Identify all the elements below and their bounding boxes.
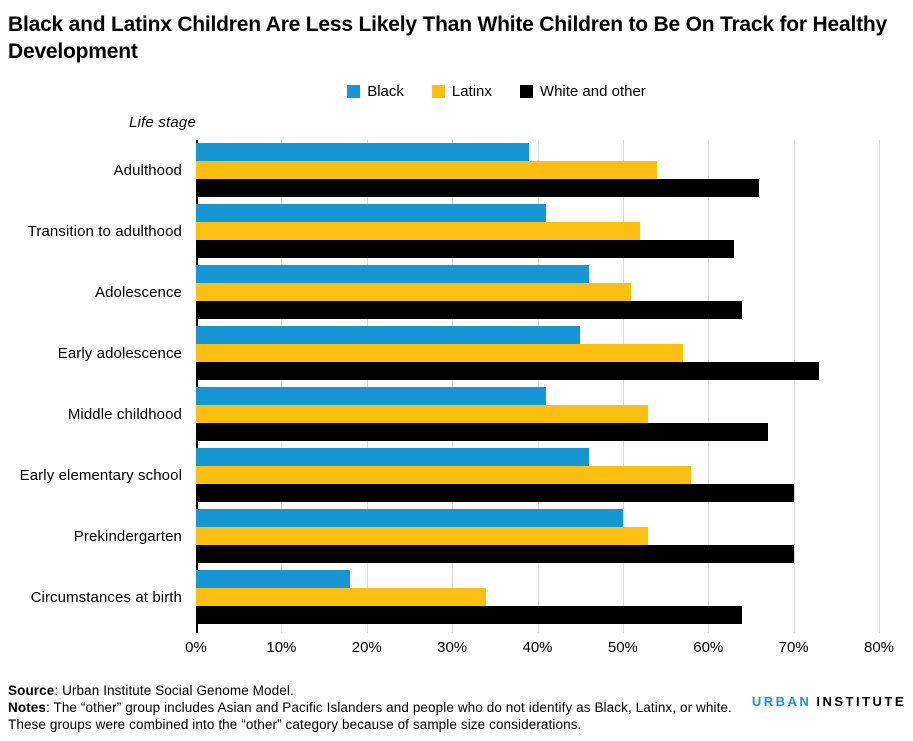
bar-white-and-other	[196, 423, 768, 442]
logo-urban-text: URBAN	[751, 694, 812, 709]
bar-stack	[196, 143, 879, 198]
y-axis-title: Life stage	[128, 113, 196, 131]
bar-group-adolescence: Adolescence	[8, 262, 879, 323]
legend: Black Latinx White and other	[8, 83, 905, 101]
notes-line: Notes: The “other” group includes Asian …	[8, 699, 778, 716]
bar-stack	[196, 509, 879, 564]
footer-notes: Source: Urban Institute Social Genome Mo…	[8, 682, 778, 733]
tick-label-80: 80%	[863, 638, 895, 656]
category-label: Circumstances at birth	[30, 588, 182, 606]
tick-label-40: 40%	[522, 638, 553, 656]
bar-stack	[196, 570, 879, 625]
bar-white-and-other	[196, 240, 734, 259]
category-label: Transition to adulthood	[27, 222, 182, 240]
plot-area: Adulthood Transition to adulthood	[8, 139, 880, 633]
bar-white-and-other	[196, 606, 743, 625]
category-label: Middle childhood	[67, 405, 182, 423]
gridline-50	[622, 139, 624, 633]
chart-title: Black and Latinx Children Are Less Likel…	[8, 13, 887, 63]
bar-black	[196, 143, 529, 162]
tick-label-20: 20%	[351, 638, 382, 656]
bar-latinx	[196, 588, 487, 607]
source-line: Source: Urban Institute Social Genome Mo…	[8, 682, 778, 699]
legend-label-black: Black	[367, 83, 404, 101]
gridline-70	[793, 139, 795, 633]
legend-swatch-white-and-other	[519, 85, 533, 99]
bar-group-transition-to-adulthood: Transition to adulthood	[8, 201, 879, 262]
bar-black	[196, 448, 589, 467]
bar-chart: Adulthood Transition to adulthood	[8, 139, 894, 659]
tick-label-0: 0%	[185, 638, 207, 656]
category-label: Early elementary school	[19, 466, 182, 484]
category-label: Adulthood	[113, 161, 182, 179]
bar-latinx	[196, 405, 649, 424]
gridline-layer	[196, 139, 880, 633]
gridline-60	[708, 139, 710, 633]
gridline-80	[879, 139, 880, 633]
tick-label-30: 30%	[437, 638, 468, 656]
bar-black	[196, 570, 350, 589]
tick-label-50: 50%	[607, 638, 638, 656]
bar-black	[196, 204, 547, 223]
legend-swatch-black	[347, 85, 361, 99]
source-label: Source	[8, 683, 55, 698]
legend-item-white-and-other: White and other	[519, 83, 646, 101]
category-label: Early adolescence	[57, 344, 182, 362]
bar-latinx	[196, 466, 692, 485]
bar-black	[196, 509, 623, 528]
bar-group-prekindergarten: Prekindergarten	[8, 506, 879, 567]
urban-institute-logo: URBAN INSTITUTE	[752, 694, 906, 709]
notes-label: Notes	[8, 700, 47, 715]
bar-stack	[196, 448, 879, 503]
gridline-10	[281, 139, 283, 633]
bar-stack	[196, 204, 879, 259]
bar-black	[196, 387, 547, 406]
bar-white-and-other	[196, 301, 743, 320]
x-axis-tick-labels: 0% 10% 20% 30% 40% 50% 60% 70% 80%	[185, 638, 894, 659]
gridline-40	[537, 139, 539, 633]
legend-item-latinx: Latinx	[431, 83, 492, 101]
bar-group-adulthood: Adulthood	[8, 140, 879, 201]
bar-white-and-other	[196, 484, 794, 503]
bar-black	[196, 265, 589, 284]
bar-stack	[196, 387, 879, 442]
category-label: Adolescence	[95, 283, 182, 301]
tick-label-10: 10%	[266, 638, 297, 656]
category-label: Prekindergarten	[73, 527, 182, 545]
legend-swatch-latinx	[431, 85, 445, 99]
bar-white-and-other	[196, 362, 820, 381]
bar-stack	[196, 326, 879, 381]
logo-institute-text: INSTITUTE	[816, 694, 906, 709]
bar-group-middle-childhood: Middle childhood	[8, 384, 879, 445]
bar-latinx	[196, 161, 658, 180]
chart-page: Black and Latinx Children Are Less Likel…	[8, 13, 905, 659]
gridline-30	[452, 139, 454, 633]
bar-stack	[196, 265, 879, 320]
bar-group-early-elementary-school: Early elementary school	[8, 445, 879, 506]
legend-label-latinx: Latinx	[451, 83, 492, 101]
bar-latinx	[196, 527, 649, 546]
bar-black	[196, 326, 581, 345]
bar-white-and-other	[196, 545, 794, 564]
legend-item-black: Black	[347, 83, 404, 100]
gridline-20	[366, 139, 368, 633]
bar-group-early-adolescence: Early adolescence	[8, 323, 879, 384]
notes-line-2: These groups were combined into the “oth…	[8, 717, 582, 732]
notes-text: : The “other” group includes Asian and P…	[46, 700, 732, 715]
legend-label-white-and-other: White and other	[539, 83, 646, 101]
bar-groups: Adulthood Transition to adulthood	[8, 140, 879, 628]
source-text: : Urban Institute Social Genome Model.	[54, 683, 294, 698]
bar-white-and-other	[196, 179, 760, 198]
bar-group-circumstances-at-birth: Circumstances at birth	[8, 567, 879, 628]
tick-label-70: 70%	[778, 638, 809, 656]
tick-label-60: 60%	[693, 638, 724, 656]
bar-latinx	[196, 222, 640, 241]
y-axis-line	[196, 139, 198, 633]
bar-latinx	[196, 283, 632, 302]
bar-latinx	[196, 344, 683, 363]
